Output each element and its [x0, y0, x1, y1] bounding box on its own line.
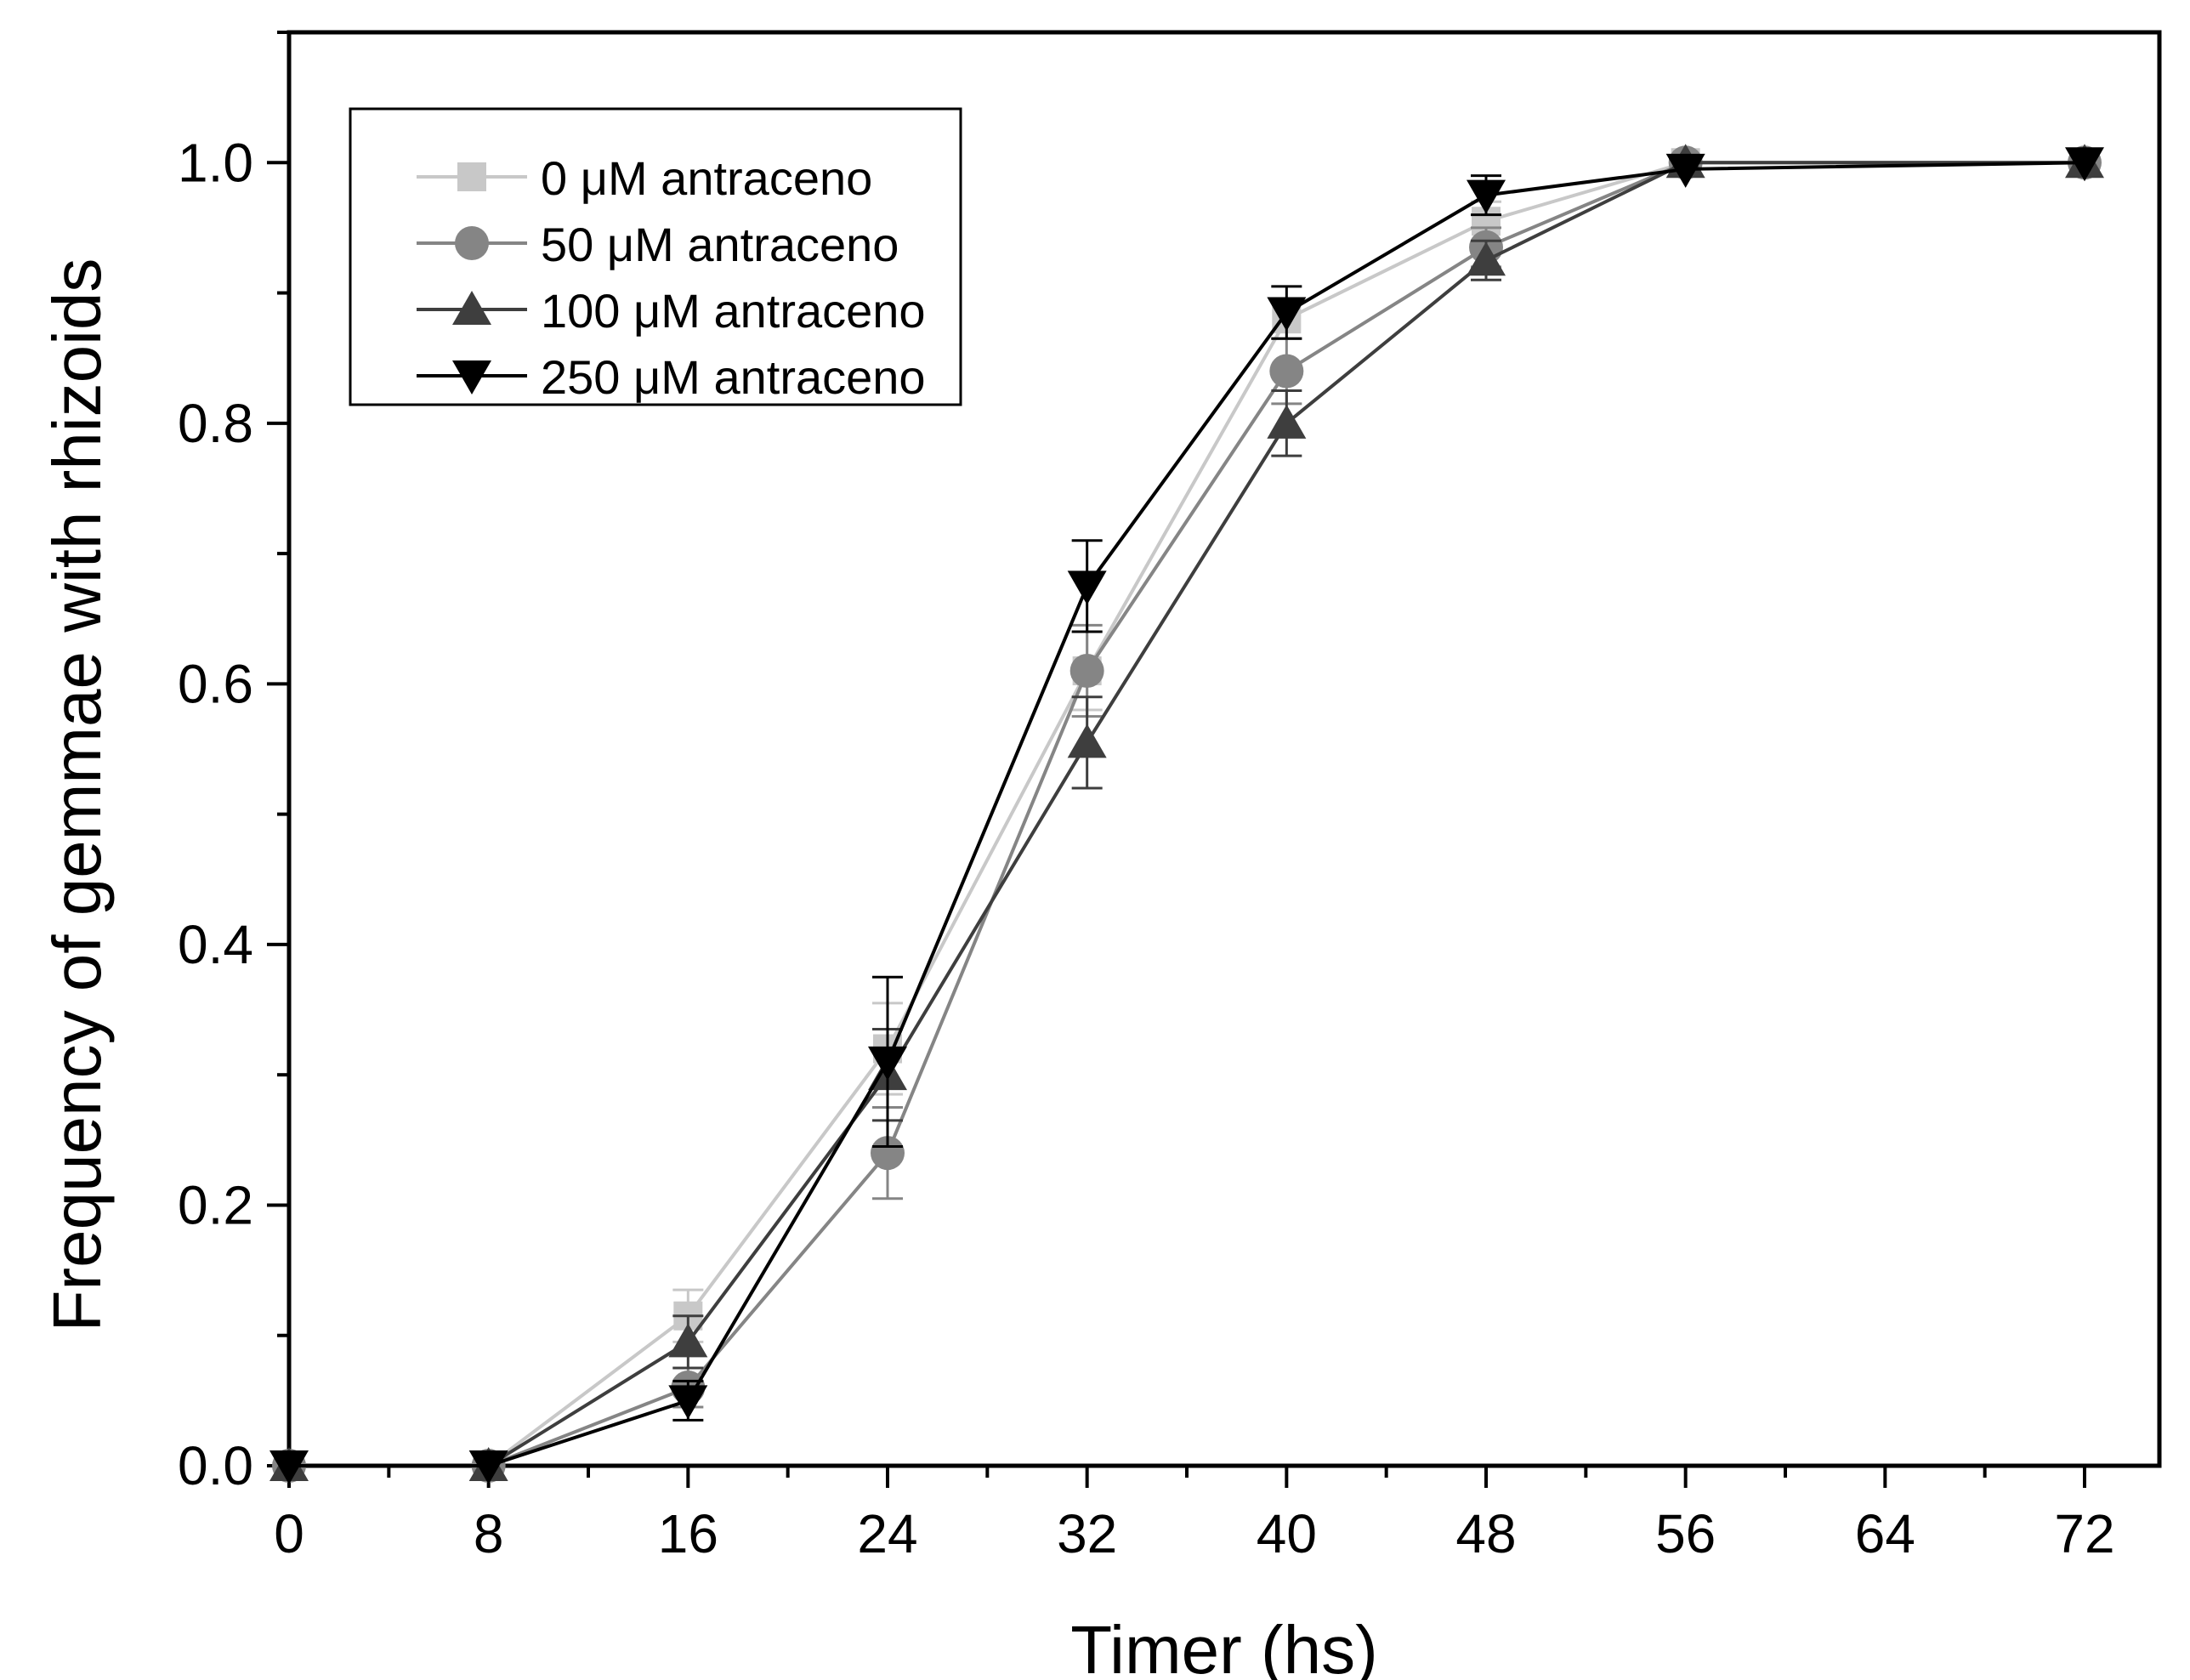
data-point — [1067, 570, 1107, 605]
data-point — [1069, 654, 1104, 689]
x-tick-label: 48 — [1455, 1503, 1516, 1564]
x-tick-label: 72 — [2054, 1503, 2114, 1564]
x-axis: 0 8 16 24 32 40 48 56 64 72 — [274, 1466, 2115, 1564]
data-point — [1267, 297, 1307, 332]
legend-label: 100 μM antraceno — [541, 284, 926, 338]
x-tick-label: 16 — [658, 1503, 718, 1564]
data-point — [1269, 354, 1304, 389]
legend-marker — [452, 360, 491, 394]
data-point — [468, 1450, 508, 1484]
data-point — [1267, 404, 1307, 439]
data-point — [2065, 147, 2104, 182]
data-point — [1665, 153, 1705, 188]
data-point — [668, 1323, 708, 1358]
y-axis: 0.0 0.2 0.4 0.6 0.8 1.0 — [178, 31, 289, 1496]
x-tick-label: 64 — [1855, 1503, 1915, 1564]
y-tick-label: 0.6 — [178, 653, 253, 714]
data-point — [668, 1385, 708, 1420]
legend-label: 50 μM antraceno — [541, 218, 899, 271]
y-axis-label: Frequency of gemmae with rhizoids — [39, 258, 115, 1332]
y-tick-label: 0.0 — [178, 1435, 253, 1496]
y-tick-label: 0.2 — [178, 1174, 253, 1235]
data-point — [871, 1136, 905, 1171]
legend-marker — [455, 226, 489, 260]
legend-box — [349, 107, 962, 406]
data-point — [269, 1450, 309, 1484]
legend-marker — [452, 291, 491, 325]
x-tick-label: 24 — [857, 1503, 917, 1564]
series-layer — [269, 144, 2104, 1484]
series-3 — [269, 147, 2104, 1484]
y-tick-label: 1.0 — [178, 132, 253, 193]
x-tick-label: 8 — [474, 1503, 504, 1564]
legend: 0 μM antraceno 50 μM antraceno 100 μM antr… — [349, 107, 962, 406]
legend-label: 250 μM antraceno — [541, 350, 926, 404]
x-axis-label: Timer (hs) — [1070, 1612, 1377, 1680]
legend-marker — [457, 162, 486, 191]
legend-label: 0 μM antraceno — [541, 151, 872, 205]
data-point — [1067, 724, 1107, 758]
data-point — [868, 1046, 907, 1081]
data-point — [1467, 179, 1506, 214]
x-tick-label: 40 — [1257, 1503, 1317, 1564]
y-tick-label: 0.4 — [178, 914, 253, 975]
x-tick-label: 56 — [1655, 1503, 1716, 1564]
x-tick-label: 32 — [1057, 1503, 1117, 1564]
data-point — [1467, 241, 1506, 276]
x-tick-label: 0 — [274, 1503, 304, 1564]
y-tick-label: 0.8 — [178, 393, 253, 454]
